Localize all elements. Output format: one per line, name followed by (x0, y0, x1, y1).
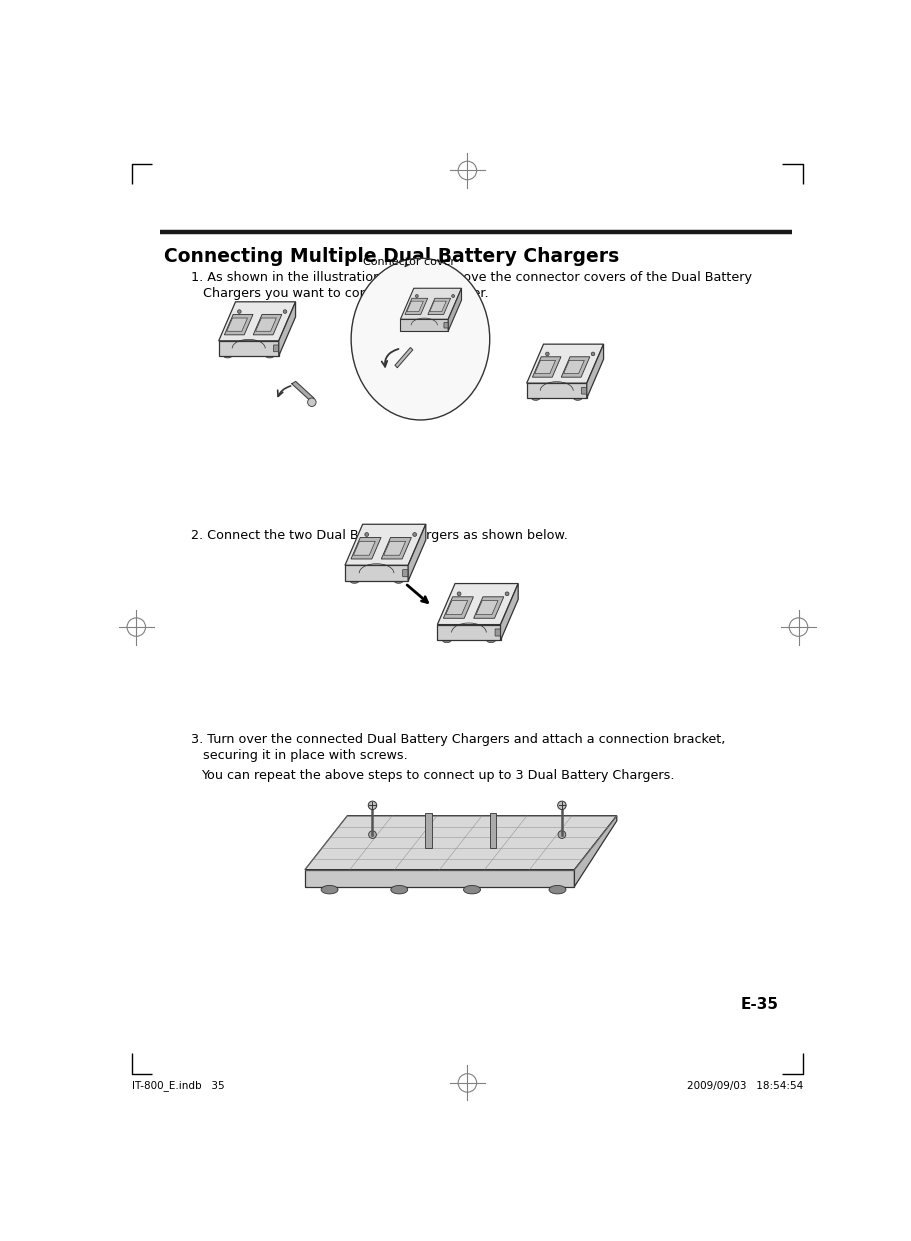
Polygon shape (445, 601, 467, 614)
Text: Connecting Multiple Dual Battery Chargers: Connecting Multiple Dual Battery Charger… (164, 247, 619, 266)
Polygon shape (394, 347, 413, 367)
Text: 2. Connect the two Dual Battery Chargers as shown below.: 2. Connect the two Dual Battery Chargers… (190, 530, 568, 542)
Text: 3. Turn over the connected Dual Battery Chargers and attach a connection bracket: 3. Turn over the connected Dual Battery … (190, 733, 724, 746)
Polygon shape (227, 318, 247, 331)
Polygon shape (406, 302, 423, 311)
Polygon shape (574, 815, 616, 886)
Polygon shape (400, 288, 461, 319)
Ellipse shape (351, 258, 489, 419)
Polygon shape (586, 344, 603, 398)
Polygon shape (427, 298, 450, 314)
Circle shape (237, 310, 241, 314)
FancyBboxPatch shape (489, 813, 496, 848)
Ellipse shape (531, 396, 539, 401)
Ellipse shape (437, 330, 444, 333)
Circle shape (415, 294, 418, 298)
Ellipse shape (223, 354, 231, 357)
Circle shape (590, 352, 594, 356)
Polygon shape (404, 298, 427, 314)
Polygon shape (224, 314, 252, 335)
Ellipse shape (486, 638, 495, 643)
Polygon shape (344, 566, 407, 581)
Polygon shape (527, 344, 603, 383)
Circle shape (456, 592, 460, 596)
FancyBboxPatch shape (403, 570, 407, 577)
Polygon shape (292, 381, 313, 401)
Polygon shape (351, 537, 381, 558)
Circle shape (545, 352, 548, 356)
Circle shape (368, 802, 376, 809)
Circle shape (557, 802, 566, 809)
Text: You can repeat the above steps to connect up to 3 Dual Battery Chargers.: You can repeat the above steps to connec… (200, 768, 674, 782)
Circle shape (368, 830, 376, 839)
Polygon shape (563, 360, 584, 374)
Polygon shape (381, 537, 411, 558)
Ellipse shape (548, 885, 566, 894)
Polygon shape (304, 815, 616, 870)
Ellipse shape (265, 354, 273, 357)
Polygon shape (473, 597, 503, 618)
Polygon shape (476, 601, 497, 614)
Circle shape (413, 532, 416, 536)
Polygon shape (304, 870, 574, 886)
Polygon shape (353, 541, 374, 555)
Circle shape (364, 532, 368, 536)
Circle shape (451, 294, 454, 298)
Polygon shape (429, 302, 445, 311)
Circle shape (283, 310, 286, 314)
Text: securing it in place with screws.: securing it in place with screws. (190, 748, 407, 762)
Polygon shape (219, 341, 279, 356)
Ellipse shape (321, 885, 338, 894)
Text: E-35: E-35 (740, 997, 778, 1013)
FancyBboxPatch shape (425, 813, 431, 848)
Polygon shape (407, 524, 425, 581)
Polygon shape (219, 302, 295, 341)
Polygon shape (534, 360, 555, 374)
Circle shape (307, 398, 316, 407)
Ellipse shape (390, 885, 407, 894)
Polygon shape (437, 624, 500, 640)
Ellipse shape (573, 396, 581, 401)
Text: IT-800_E.indb   35: IT-800_E.indb 35 (131, 1081, 224, 1091)
Circle shape (558, 830, 565, 839)
Text: 2009/09/03   18:54:54: 2009/09/03 18:54:54 (686, 1081, 803, 1091)
Ellipse shape (404, 330, 411, 333)
Ellipse shape (394, 578, 403, 583)
Text: Connector cover: Connector cover (363, 257, 455, 267)
Polygon shape (400, 319, 447, 331)
Polygon shape (560, 356, 589, 377)
Polygon shape (532, 356, 560, 377)
Circle shape (505, 592, 508, 596)
Polygon shape (443, 597, 473, 618)
FancyBboxPatch shape (495, 629, 500, 637)
Polygon shape (527, 383, 586, 398)
FancyBboxPatch shape (581, 387, 586, 395)
Ellipse shape (350, 578, 358, 583)
Polygon shape (255, 318, 276, 331)
Polygon shape (344, 524, 425, 566)
Ellipse shape (463, 885, 480, 894)
Polygon shape (253, 314, 281, 335)
FancyBboxPatch shape (273, 345, 278, 351)
Polygon shape (500, 583, 517, 640)
FancyBboxPatch shape (444, 323, 447, 328)
Polygon shape (384, 541, 405, 555)
Text: 1. As shown in the illustrations below, remove the connector covers of the Dual : 1. As shown in the illustrations below, … (190, 272, 752, 284)
Polygon shape (279, 302, 295, 356)
Ellipse shape (442, 638, 451, 643)
Text: Chargers you want to connect to each other.: Chargers you want to connect to each oth… (190, 287, 488, 300)
Polygon shape (447, 288, 461, 331)
Polygon shape (437, 583, 517, 624)
